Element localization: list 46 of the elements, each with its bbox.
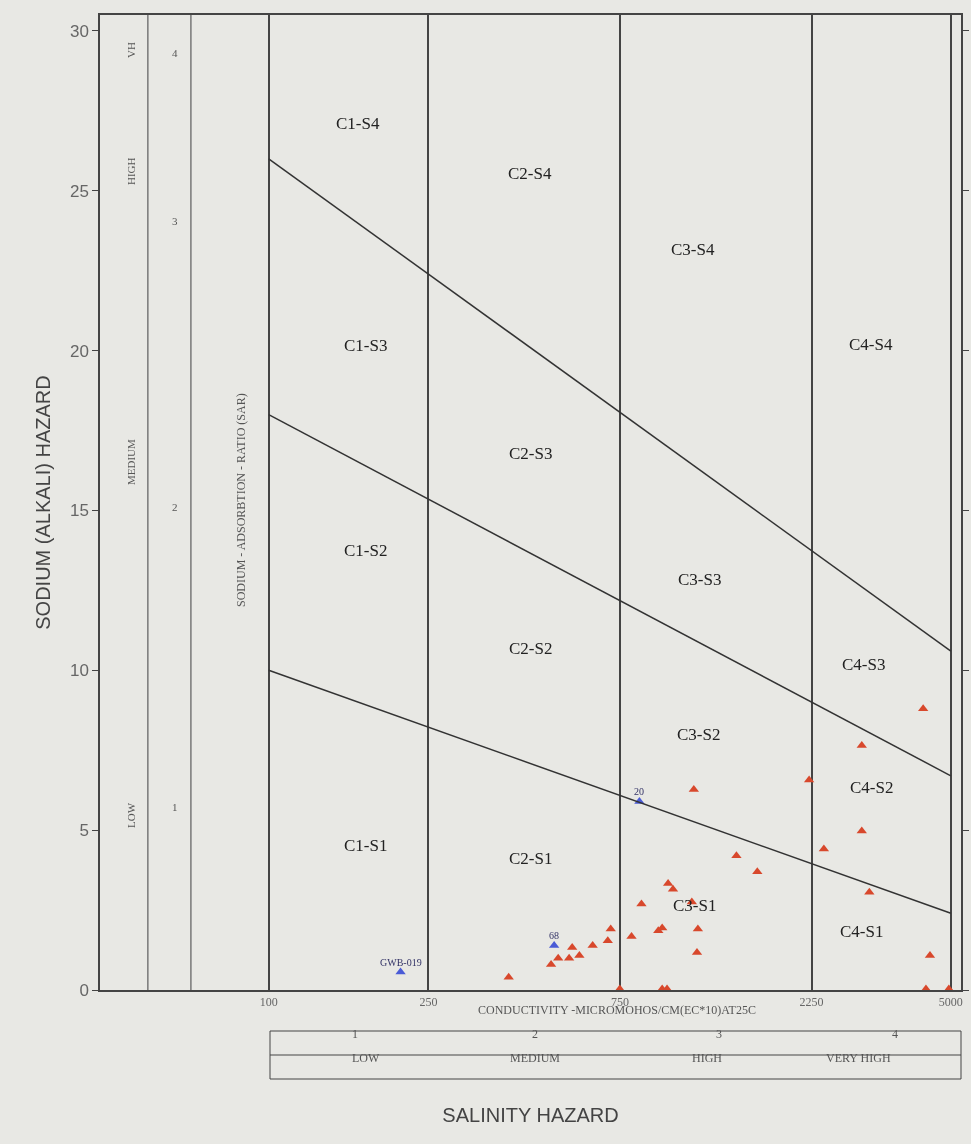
y-tick-label: 0 bbox=[79, 980, 89, 1000]
y-tick-label: 30 bbox=[69, 21, 89, 41]
y-tick-label: 25 bbox=[69, 181, 89, 201]
annotation: 2 bbox=[172, 501, 178, 513]
annotation: VH bbox=[125, 42, 137, 58]
annotation: HIGH bbox=[125, 157, 137, 185]
annotation: C3-S3 bbox=[678, 570, 722, 589]
annotation: C1-S3 bbox=[344, 336, 388, 355]
y-tick-label: 20 bbox=[69, 341, 89, 361]
annotation: C2-S2 bbox=[509, 639, 553, 658]
annotation: C1-S2 bbox=[344, 541, 388, 560]
annotation: C3-S4 bbox=[671, 240, 715, 259]
annotation: C2-S4 bbox=[508, 164, 552, 183]
x-tick-label: 100 bbox=[259, 995, 278, 1010]
annotation: SODIUM - ADSORBTION - RATIO (SAR) bbox=[234, 393, 248, 607]
annotation: C1-S1 bbox=[344, 836, 388, 855]
x-tick-label: 250 bbox=[419, 995, 438, 1010]
annotation: 68 bbox=[549, 930, 559, 941]
x-tick-label: 2250 bbox=[799, 995, 824, 1010]
annotation: C4-S3 bbox=[842, 655, 886, 674]
annotation: C4-S4 bbox=[849, 335, 893, 354]
y-tick-label: 15 bbox=[69, 501, 89, 521]
y-tick-label: 5 bbox=[79, 821, 89, 841]
annotation: 3 bbox=[172, 215, 178, 227]
annotation: LOW bbox=[125, 802, 137, 828]
annotation: 1 bbox=[172, 801, 178, 813]
annotation: C4-S1 bbox=[840, 922, 884, 941]
annotation: C4-S2 bbox=[850, 778, 894, 797]
y-tick-label: 10 bbox=[69, 661, 89, 681]
annotation: 4 bbox=[172, 47, 178, 59]
annotation: C2-S1 bbox=[509, 849, 553, 868]
text: LOW bbox=[352, 1051, 380, 1065]
y-axis-title: SODIUM (ALKALI) HAZARD bbox=[31, 375, 54, 630]
annotation: C3-S2 bbox=[677, 725, 721, 744]
annotation: GWB-019 bbox=[380, 957, 422, 968]
text: VERY HIGH bbox=[826, 1051, 891, 1065]
x-tick-label: 5000 bbox=[938, 995, 963, 1010]
text: 3 bbox=[716, 1027, 722, 1041]
annotation: C2-S3 bbox=[509, 444, 553, 463]
annotation: C3-S1 bbox=[673, 896, 717, 915]
annotation: C1-S4 bbox=[336, 114, 380, 133]
annotation: MEDIUM bbox=[125, 438, 137, 485]
text: 1 bbox=[352, 1027, 358, 1041]
annotation: 20 bbox=[634, 786, 644, 797]
text: HIGH bbox=[692, 1051, 723, 1065]
x-axis-title: SALINITY HAZARD bbox=[442, 1104, 619, 1127]
